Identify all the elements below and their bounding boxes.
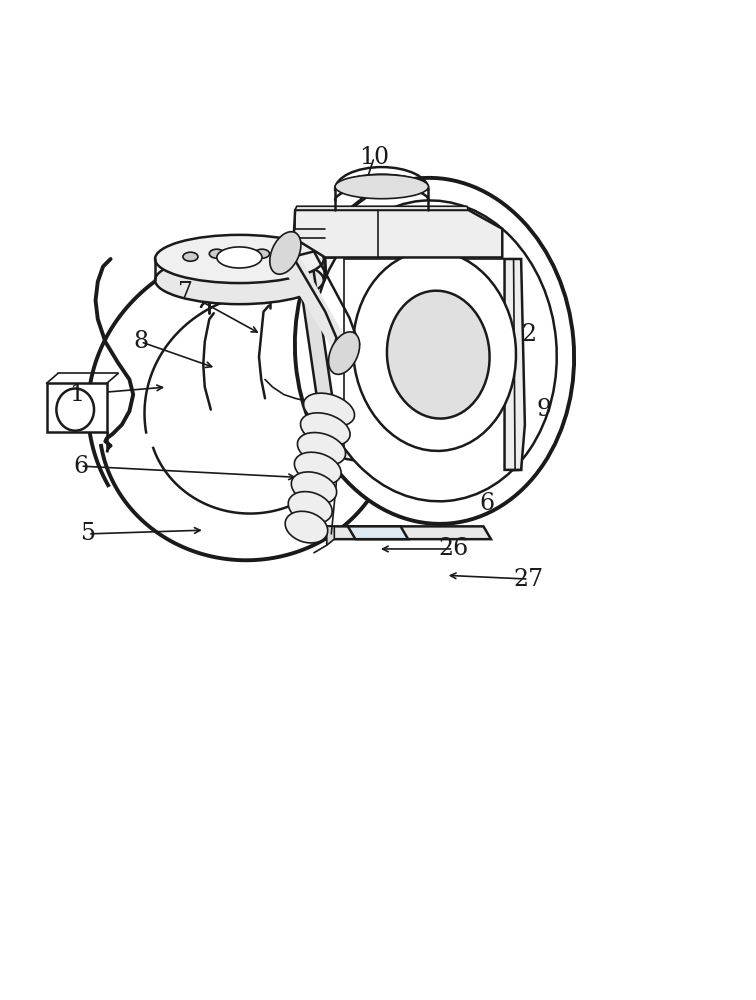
Text: 7: 7	[178, 281, 194, 304]
Polygon shape	[47, 383, 107, 432]
Text: 6: 6	[73, 455, 88, 478]
Polygon shape	[348, 526, 408, 539]
Polygon shape	[327, 526, 334, 545]
Polygon shape	[293, 238, 336, 257]
Polygon shape	[295, 206, 469, 210]
Polygon shape	[293, 238, 340, 455]
Ellipse shape	[478, 300, 489, 309]
Ellipse shape	[387, 291, 490, 419]
Ellipse shape	[155, 256, 324, 304]
Text: 10: 10	[359, 146, 389, 169]
Ellipse shape	[280, 252, 296, 261]
Text: 8: 8	[133, 330, 148, 353]
Ellipse shape	[209, 249, 225, 258]
Ellipse shape	[335, 175, 429, 199]
Ellipse shape	[295, 178, 574, 524]
Polygon shape	[327, 526, 491, 539]
Ellipse shape	[288, 492, 332, 523]
Text: 2: 2	[521, 323, 536, 346]
Polygon shape	[88, 243, 457, 576]
Ellipse shape	[478, 390, 489, 399]
Polygon shape	[325, 257, 521, 474]
Ellipse shape	[300, 413, 350, 446]
Ellipse shape	[294, 452, 341, 485]
Text: 5: 5	[80, 522, 95, 545]
Ellipse shape	[304, 393, 355, 426]
Ellipse shape	[217, 247, 262, 268]
Ellipse shape	[297, 433, 345, 465]
Text: 1: 1	[69, 383, 84, 406]
Text: 9: 9	[536, 398, 551, 421]
Ellipse shape	[285, 511, 328, 543]
Ellipse shape	[255, 249, 270, 258]
Polygon shape	[293, 210, 502, 257]
Polygon shape	[273, 251, 355, 355]
Text: 6: 6	[479, 492, 494, 515]
Ellipse shape	[478, 345, 489, 354]
Ellipse shape	[155, 235, 324, 283]
Text: 26: 26	[438, 537, 469, 560]
Ellipse shape	[270, 232, 301, 274]
Text: 27: 27	[513, 568, 544, 591]
Ellipse shape	[312, 200, 556, 501]
Ellipse shape	[353, 251, 516, 451]
Ellipse shape	[183, 252, 198, 261]
Ellipse shape	[57, 389, 94, 431]
Ellipse shape	[291, 472, 336, 504]
Ellipse shape	[329, 332, 360, 374]
Polygon shape	[504, 259, 525, 470]
